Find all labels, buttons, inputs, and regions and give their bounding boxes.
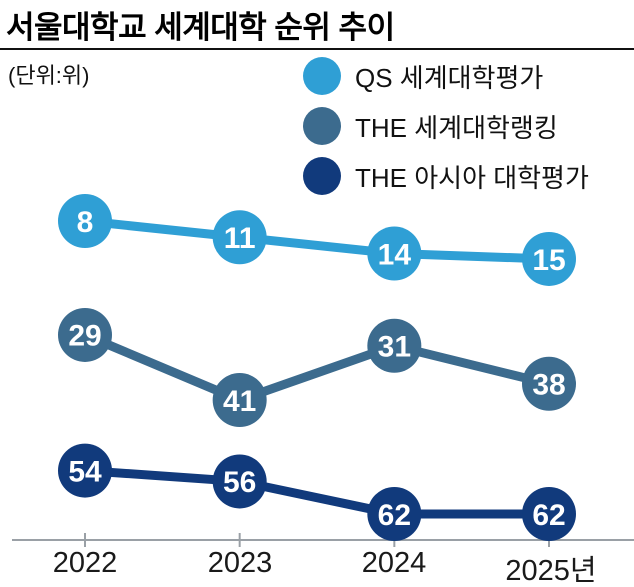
data-point-value: 11 — [224, 222, 256, 255]
x-axis-label-2022: 2022 — [52, 547, 118, 579]
data-point-value: 29 — [68, 320, 101, 353]
chart-legend: QS 세계대학평가 THE 세계대학랭킹 THE 아시아 대학평가 — [303, 56, 589, 206]
legend-item-the-world: THE 세계대학랭킹 — [303, 106, 589, 146]
data-point-marker — [522, 231, 576, 286]
data-point-marker — [367, 226, 422, 281]
the-world-series-dot-icon — [303, 107, 341, 145]
data-point-marker — [212, 454, 267, 509]
the-asia-series-dot-icon — [303, 157, 341, 195]
data-point-value: 41 — [223, 385, 256, 418]
data-point-value: 15 — [532, 244, 565, 277]
x-axis-label-2025: 2025년 — [505, 555, 597, 587]
qs-series-dot-icon — [303, 57, 341, 95]
data-point-marker — [367, 487, 422, 541]
x-axis-label-2024: 2024 — [361, 547, 427, 579]
data-point-value: 62 — [532, 499, 565, 532]
series-line — [84, 216, 550, 264]
x-axis: 2022 2023 2024 2025년 — [0, 547, 634, 587]
legend-item-the-asia: THE 아시아 대학평가 — [303, 156, 589, 196]
data-point-value: 38 — [532, 369, 565, 402]
series-line — [83, 330, 551, 405]
data-point-value: 14 — [378, 238, 412, 271]
title-divider — [0, 48, 634, 50]
data-point-value: 8 — [77, 206, 94, 239]
data-point-marker — [367, 318, 422, 373]
data-point-marker — [58, 307, 112, 362]
series-line — [84, 466, 549, 519]
data-point-value: 31 — [378, 331, 411, 364]
legend-item-qs: QS 세계대학평가 — [303, 56, 589, 96]
data-point-value: 54 — [68, 455, 102, 488]
data-point-marker — [522, 487, 576, 541]
unit-label: (단위:위) — [8, 63, 90, 88]
x-axis-label-2023: 2023 — [207, 547, 273, 579]
data-point-marker — [522, 356, 576, 411]
data-point-value: 56 — [223, 466, 256, 499]
legend-label-the-asia: THE 아시아 대학평가 — [355, 162, 589, 193]
data-point-marker — [212, 210, 267, 265]
data-point-marker — [58, 443, 112, 498]
data-point-marker — [58, 194, 112, 248]
data-point-marker — [212, 373, 267, 428]
page-title: 서울대학교 세계대학 순위 추이 — [6, 10, 395, 45]
data-point-value: 62 — [378, 499, 411, 532]
legend-label-qs: QS 세계대학평가 — [355, 62, 544, 93]
legend-label-the-world: THE 세계대학랭킹 — [355, 112, 558, 143]
